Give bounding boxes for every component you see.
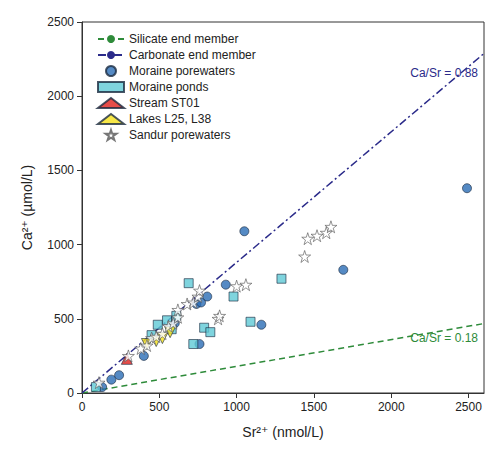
svg-text:Stream ST01: Stream ST01 (129, 96, 200, 110)
svg-text:2000: 2000 (378, 400, 405, 414)
svg-text:1500: 1500 (301, 400, 328, 414)
svg-text:Lakes L25, L38: Lakes L25, L38 (129, 112, 211, 126)
svg-text:Ca²⁺ (µmol/L): Ca²⁺ (µmol/L) (19, 165, 35, 250)
svg-text:0: 0 (79, 400, 86, 414)
svg-text:Ca/Sr = 0.18: Ca/Sr = 0.18 (410, 331, 478, 345)
svg-text:Carbonate end member: Carbonate end member (129, 48, 256, 62)
svg-text:Moraine porewaters: Moraine porewaters (129, 64, 235, 78)
svg-text:Sandur porewaters: Sandur porewaters (129, 128, 230, 142)
svg-text:0: 0 (67, 386, 74, 400)
svg-text:500: 500 (149, 400, 169, 414)
svg-text:Silicate end member: Silicate end member (129, 32, 238, 46)
svg-text:1500: 1500 (47, 163, 74, 177)
svg-text:Ca/Sr = 0.88: Ca/Sr = 0.88 (410, 66, 478, 80)
svg-text:2500: 2500 (455, 400, 482, 414)
svg-text:2500: 2500 (47, 15, 74, 29)
svg-text:500: 500 (54, 312, 74, 326)
svg-text:1000: 1000 (47, 238, 74, 252)
svg-text:Moraine ponds: Moraine ponds (129, 80, 208, 94)
svg-text:2000: 2000 (47, 89, 74, 103)
svg-text:1000: 1000 (223, 400, 250, 414)
svg-text:Sr²⁺ (nmol/L): Sr²⁺ (nmol/L) (242, 424, 323, 440)
